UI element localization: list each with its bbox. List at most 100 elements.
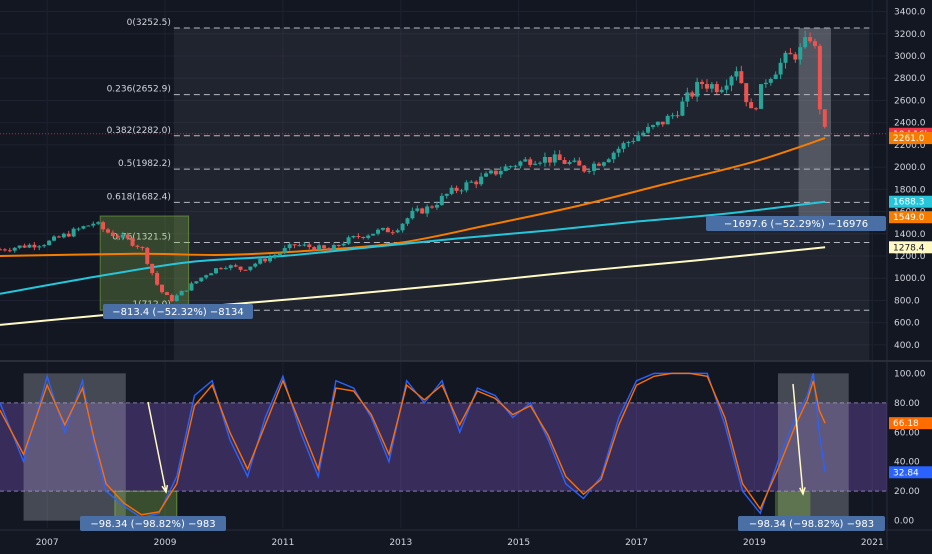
candle-body (380, 227, 385, 230)
x-tick-label: 2017 (625, 538, 648, 548)
candle-body (729, 76, 734, 86)
candle-body (42, 245, 47, 247)
candle-body (425, 206, 430, 214)
price-tag-bg (889, 195, 932, 208)
candle-body (253, 263, 258, 267)
candle-body (218, 268, 223, 270)
candle-body (297, 245, 302, 247)
candle-body (665, 115, 670, 125)
moving-average-line (0, 137, 826, 257)
candle-body (61, 233, 66, 238)
candle-body (646, 126, 651, 133)
stoch-tick-label: 0.00 (894, 517, 914, 527)
price-tick-label: 3000.0 (894, 52, 926, 62)
candle-body (538, 162, 543, 164)
candle-body (709, 84, 714, 89)
candle-body (601, 162, 606, 166)
price-tick-label: 2000.0 (894, 163, 926, 173)
candle-body (533, 163, 538, 165)
price-tick-label: 800.0 (894, 296, 920, 306)
candle-body (155, 273, 160, 285)
x-tick-label: 2007 (36, 538, 59, 548)
candle-body (439, 195, 444, 205)
x-tick-label: 2019 (743, 538, 766, 548)
candle-body (695, 81, 700, 97)
measure-label-2008-text: −813.4 (−52.32%) −8134 (112, 307, 244, 318)
stoch-tick-label: 60.00 (894, 428, 920, 438)
candle-body (685, 92, 690, 102)
candle-body (91, 223, 96, 226)
candle-body (115, 235, 120, 238)
candle-body (81, 226, 86, 229)
candle-body (341, 243, 346, 246)
candle-body (322, 245, 327, 249)
candle-body (754, 108, 759, 110)
candle-body (27, 244, 32, 248)
candle-body (400, 223, 405, 231)
candle-body (542, 156, 547, 163)
stoch-measure-box-2008 (23, 373, 126, 521)
x-tick-label: 2013 (389, 538, 412, 548)
candle-body (351, 236, 356, 238)
candle-body (7, 250, 12, 252)
candle-body (189, 283, 194, 291)
candle-body (169, 295, 174, 302)
fib-level-label: 0.5(1982.2) (118, 159, 171, 169)
candle-body (371, 233, 376, 236)
candle-body (650, 125, 655, 127)
candle-body (263, 258, 268, 262)
candle-body (272, 254, 277, 257)
candle-body (17, 245, 22, 248)
candle-body (282, 248, 287, 253)
candle-body (700, 81, 705, 85)
candle-body (204, 275, 209, 278)
candle-body (469, 181, 474, 183)
candle-body (376, 229, 381, 234)
candle-body (493, 170, 498, 175)
candle-body (101, 222, 106, 230)
candle-body (238, 266, 243, 270)
candle-body (47, 240, 52, 246)
stoch-line (0, 372, 826, 516)
measure-label-2020: −1697.6 (−52.29%) −16976 (706, 216, 886, 231)
price-tick-label: 2800.0 (894, 74, 926, 84)
x-tick-label: 2015 (507, 538, 530, 548)
candle-body (773, 74, 778, 80)
fib-level-label: 0.382(2282.0) (107, 126, 171, 136)
candle-body (140, 246, 145, 248)
candle-body (86, 225, 91, 227)
candle-body (243, 269, 248, 271)
candle-body (484, 173, 489, 177)
candle-body (621, 143, 626, 149)
candles-group (0, 30, 827, 303)
measure-label-2008: −813.4 (−52.32%) −8134 (103, 304, 253, 319)
candle-body (312, 247, 317, 251)
candle-body (346, 237, 351, 244)
candle-body (56, 236, 61, 238)
candle-body (606, 159, 611, 163)
candle-body (675, 115, 680, 117)
stoch-tick-label: 40.00 (894, 458, 920, 468)
arrow-2008 (147, 401, 167, 493)
candle-body (758, 84, 763, 109)
candle-body (655, 121, 660, 126)
candle-body (734, 71, 739, 77)
candle-body (592, 163, 597, 171)
candle-body (454, 187, 459, 191)
candle-body (179, 290, 184, 296)
candle-body (199, 277, 204, 282)
candle-body (415, 208, 420, 211)
fib-range-shade (173, 27, 870, 361)
arrow-2020-head (799, 487, 806, 496)
candle-body (96, 222, 101, 224)
candle-body (577, 160, 582, 166)
stoch-tag-bg (889, 417, 932, 430)
stoch-measure-label-2008-bg (80, 516, 226, 531)
candle-body (405, 218, 410, 224)
price-tick-label: 2600.0 (894, 96, 926, 106)
candle-body (120, 234, 125, 238)
price-tag-label: 1549.0 (893, 213, 925, 223)
stoch-measure-label-2008: −98.34 (−98.82%) −983 (80, 516, 226, 531)
